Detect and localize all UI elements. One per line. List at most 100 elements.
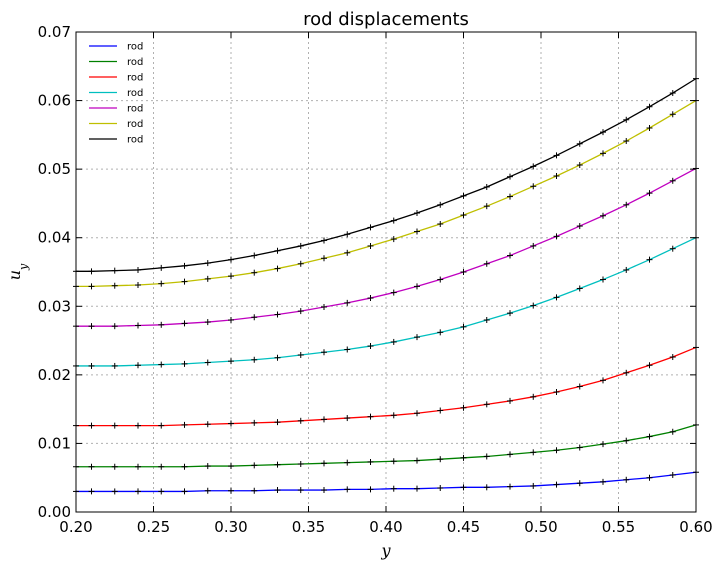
y-axis-label-subscript: y <box>17 263 30 271</box>
x-tick-label: 0.60 <box>679 518 712 536</box>
legend: rod rod rod rod rod rod rod <box>89 42 143 146</box>
data-point <box>646 256 653 263</box>
legend-label: rod <box>127 42 143 53</box>
series-2 <box>73 421 699 470</box>
data-point <box>437 201 444 208</box>
series-line <box>76 78 697 272</box>
data-point <box>600 212 606 219</box>
data-point <box>437 485 444 491</box>
data-point <box>251 419 258 426</box>
data-point <box>390 412 397 419</box>
data-point <box>158 488 165 495</box>
data-point <box>390 217 397 224</box>
series-layer <box>73 75 699 495</box>
data-point <box>297 487 304 494</box>
data-point <box>414 485 420 492</box>
data-point <box>367 413 374 420</box>
data-point <box>600 129 606 136</box>
data-point <box>576 162 583 169</box>
data-point <box>530 449 537 456</box>
x-tick-label: 0.20 <box>59 518 92 536</box>
data-point <box>669 354 676 361</box>
data-point <box>623 476 630 483</box>
data-point <box>530 242 537 249</box>
data-point <box>646 190 653 197</box>
y-tick-label: 0.00 <box>38 503 71 521</box>
data-point <box>88 463 95 470</box>
data-point <box>251 487 258 494</box>
data-point <box>135 322 141 329</box>
data-point <box>111 282 118 289</box>
data-point <box>414 410 420 417</box>
data-point <box>204 319 211 326</box>
y-tick-label: 0.06 <box>38 92 71 110</box>
data-point <box>274 461 281 468</box>
data-point <box>181 463 188 470</box>
data-point <box>274 419 281 426</box>
data-point <box>88 362 95 369</box>
data-point <box>204 463 211 470</box>
data-point <box>576 444 583 451</box>
data-point <box>437 221 444 227</box>
ticks: 0.20 0.25 0.30 0.35 0.40 0.45 0.50 0.55 0.60 0.00… <box>38 23 713 536</box>
data-point <box>158 422 165 429</box>
x-tick-label: 0.30 <box>214 518 247 536</box>
data-point <box>228 358 234 365</box>
data-point <box>344 459 351 466</box>
data-point <box>507 193 513 200</box>
data-point <box>135 422 141 429</box>
data-point <box>437 276 444 283</box>
data-point <box>274 247 281 254</box>
data-point <box>507 310 513 317</box>
x-axis-label: y <box>380 541 391 560</box>
data-point <box>367 242 374 249</box>
data-point <box>483 453 490 460</box>
data-point <box>600 150 606 157</box>
x-tick-label: 0.25 <box>137 518 170 536</box>
data-point <box>88 323 95 330</box>
data-point <box>135 266 141 273</box>
data-point <box>576 480 583 487</box>
data-point <box>88 283 95 290</box>
data-point <box>135 282 141 289</box>
data-point <box>135 362 141 369</box>
data-point <box>576 285 583 292</box>
data-point <box>390 236 397 243</box>
series-line <box>76 471 697 493</box>
data-point <box>274 354 281 361</box>
data-point <box>437 407 444 414</box>
legend-item: rod <box>89 57 143 68</box>
legend-label: rod <box>127 104 143 115</box>
data-point <box>321 460 327 467</box>
data-point <box>251 462 258 469</box>
data-point <box>181 488 188 495</box>
data-point <box>158 321 165 328</box>
data-point <box>297 260 304 267</box>
data-point <box>344 299 351 306</box>
data-point <box>158 264 165 271</box>
data-point <box>623 201 630 208</box>
data-point <box>321 416 327 423</box>
data-point <box>623 369 630 376</box>
y-tick-label: 0.04 <box>38 229 71 247</box>
x-tick-label: 0.40 <box>369 518 402 536</box>
data-point <box>181 421 188 428</box>
data-point <box>228 487 234 494</box>
y-tick-label: 0.03 <box>38 297 71 315</box>
data-point <box>297 242 304 249</box>
data-point <box>367 224 374 231</box>
data-point <box>204 260 211 267</box>
data-point <box>344 346 351 353</box>
data-point <box>460 404 467 411</box>
data-point <box>274 311 281 318</box>
legend-item: rod <box>89 42 143 53</box>
y-tick-label: 0.07 <box>38 23 71 41</box>
data-point <box>321 303 327 310</box>
x-tick-label: 0.50 <box>524 518 557 536</box>
data-point <box>507 451 513 458</box>
data-point <box>553 447 560 454</box>
data-point <box>483 260 490 267</box>
series-7 <box>73 75 699 275</box>
grid <box>76 32 696 512</box>
